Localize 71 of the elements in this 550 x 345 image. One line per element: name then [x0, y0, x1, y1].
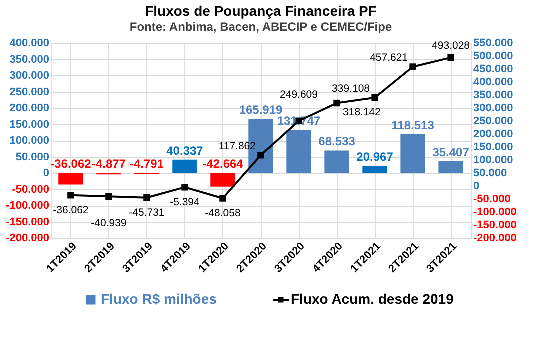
data-label: -36.062 [53, 204, 89, 216]
bar [324, 150, 350, 173]
y-tick-label: 200.000 [10, 102, 50, 114]
point [106, 193, 112, 200]
data-label: 493.028 [432, 40, 470, 52]
data-label: -4.877 [92, 157, 126, 171]
point [372, 94, 378, 102]
point [448, 54, 454, 62]
data-label: -36.062 [50, 157, 92, 171]
legend-label: Fluxo Acum. desde 2019 [291, 291, 454, 307]
y-tick-label: -200.000 [6, 232, 50, 244]
y-tick-label: 250.000 [10, 86, 50, 98]
y2-tick-label: -150.000 [474, 220, 517, 232]
data-label: -5.394 [170, 196, 200, 208]
data-label: 35.407 [432, 145, 470, 160]
data-label: 165.919 [239, 103, 284, 118]
y2-tick-label: -100.000 [474, 206, 517, 218]
bar [172, 160, 198, 173]
bar [58, 173, 84, 185]
y2-tick-label: 100.000 [474, 154, 514, 166]
bar [438, 161, 464, 173]
y-tick-label: -50.000 [12, 184, 50, 196]
y2-tick-label: 50.000 [474, 168, 508, 180]
bar [362, 166, 388, 173]
data-label: 339.108 [332, 82, 370, 95]
point [182, 184, 188, 191]
chart-subtitle: Fonte: Anbima, Bacen, ABECIP e CEMEC/Fipe [130, 20, 392, 34]
y2-tick-label: 550.000 [474, 38, 514, 50]
legend-label: Fluxo R$ milhões [101, 291, 218, 307]
bar [210, 173, 236, 187]
y2-tick-label: 500.000 [474, 50, 514, 62]
point [68, 192, 74, 199]
data-label: 457.621 [370, 52, 408, 64]
y2-tick-label: 150.000 [474, 142, 514, 154]
point [410, 64, 416, 70]
y-tick-label: -100.000 [6, 200, 50, 212]
data-label: 118.513 [392, 118, 435, 132]
point [220, 195, 226, 202]
data-label: -4.791 [130, 157, 164, 171]
y-tick-label: -150.000 [6, 216, 50, 228]
y2-tick-label: 200.000 [474, 128, 514, 140]
data-label: 249.609 [280, 89, 318, 102]
data-label: 20.967 [356, 150, 394, 164]
data-label: -40.939 [91, 218, 127, 230]
y2-tick-label: 300.000 [474, 102, 514, 114]
y2-tick-label: 350.000 [474, 90, 514, 102]
y-tick-label: 0 [43, 168, 50, 180]
data-label: -48.058 [205, 207, 241, 220]
y2-tick-label: 250.000 [474, 116, 514, 128]
y-tick-label: 300.000 [10, 70, 50, 82]
y2-tick-label: 0 [474, 180, 480, 192]
y-tick-label: 350.000 [10, 54, 50, 66]
point [258, 152, 264, 159]
y-tick-label: 150.000 [10, 118, 50, 131]
y-tick-label: 400.000 [10, 38, 50, 50]
y2-tick-label: -50.000 [474, 194, 511, 206]
data-label: 40.337 [166, 144, 204, 158]
data-label: -42.664 [202, 157, 244, 171]
y-tick-label: 50.000 [16, 151, 50, 164]
chart-title: Fluxos de Poupança Financeira PF [145, 3, 378, 19]
bar [400, 134, 426, 173]
y2-tick-label: -200.000 [474, 232, 517, 244]
data-label: 68.533 [318, 134, 356, 149]
point [144, 194, 150, 202]
y2-tick-label: 450.000 [474, 64, 514, 76]
y-tick-label: 100.000 [10, 135, 50, 147]
bar [286, 130, 312, 173]
data-label: -45.731 [129, 206, 165, 219]
point [334, 100, 340, 107]
y2-tick-label: 400.000 [474, 76, 514, 88]
data-label: 318.142 [343, 106, 382, 118]
